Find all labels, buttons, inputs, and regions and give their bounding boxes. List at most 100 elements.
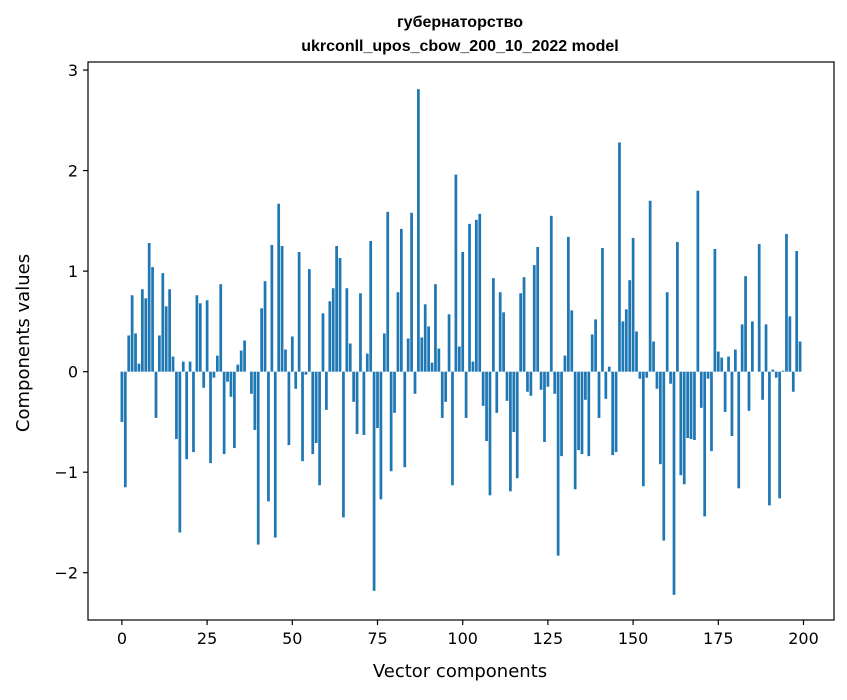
bar (420, 337, 423, 371)
bar (761, 372, 764, 400)
bar (155, 372, 158, 418)
bar (311, 372, 314, 454)
bar (472, 362, 475, 372)
bar (444, 372, 447, 402)
bar (737, 372, 740, 489)
bar (744, 276, 747, 372)
bar (645, 372, 648, 378)
bar (199, 303, 202, 371)
bar (475, 220, 478, 372)
bar (652, 342, 655, 372)
bar (335, 246, 338, 372)
bar (253, 372, 256, 430)
bar (707, 372, 710, 379)
bar (574, 372, 577, 490)
bar (284, 350, 287, 372)
bar (499, 292, 502, 371)
bar (349, 344, 352, 372)
bar (223, 372, 226, 454)
bar (437, 349, 440, 372)
bar (799, 342, 802, 372)
bar (230, 372, 233, 397)
bar (240, 351, 243, 372)
bar (519, 293, 522, 371)
bar (512, 372, 515, 432)
bar (148, 243, 151, 372)
bar (175, 372, 178, 439)
bar (182, 362, 185, 372)
bar (625, 309, 628, 371)
bar (189, 362, 192, 372)
bar (352, 372, 355, 402)
bar (216, 356, 219, 372)
bar (441, 372, 444, 418)
bar (506, 372, 509, 401)
bar (274, 372, 277, 538)
bar (564, 356, 567, 372)
bar (683, 372, 686, 485)
bar (734, 350, 737, 372)
bar (151, 267, 154, 372)
x-tick-label: 150 (618, 629, 649, 648)
bar (359, 293, 362, 371)
chart-title: губернаторство (397, 14, 523, 31)
bar (536, 247, 539, 372)
bar (219, 284, 222, 371)
bar (213, 372, 216, 378)
bar (288, 372, 291, 445)
x-axis-label: Vector components (373, 661, 547, 682)
bar (267, 372, 270, 502)
x-tick-label: 100 (447, 629, 478, 648)
x-tick-label: 125 (533, 629, 564, 648)
bar (431, 363, 434, 372)
bar (594, 319, 597, 371)
bar (533, 265, 536, 372)
bar (771, 370, 774, 372)
bar (540, 372, 543, 390)
bar (192, 372, 195, 452)
bar (768, 372, 771, 506)
bar (639, 372, 642, 379)
bar (703, 372, 706, 517)
bar (250, 372, 253, 394)
bar (131, 295, 134, 371)
bar (458, 347, 461, 372)
bar (656, 372, 659, 389)
bar (560, 372, 563, 456)
x-tick-label: 50 (282, 629, 302, 648)
y-tick-label: 0 (68, 363, 78, 382)
bar (363, 372, 366, 435)
bar (397, 292, 400, 371)
bar (178, 372, 181, 533)
bar (720, 358, 723, 372)
bar (233, 372, 236, 448)
bar (509, 372, 512, 492)
bar (598, 372, 601, 418)
bar (489, 372, 492, 496)
bar (127, 335, 130, 371)
bar (209, 372, 212, 463)
bar (260, 308, 263, 371)
x-tick-label: 200 (788, 629, 819, 648)
bar (492, 278, 495, 372)
bar (465, 372, 468, 418)
bar (373, 372, 376, 591)
bar (693, 372, 696, 440)
bar (461, 252, 464, 372)
bar (557, 372, 560, 556)
bar (567, 237, 570, 372)
bar (468, 224, 471, 372)
bar (121, 372, 124, 422)
bar (662, 372, 665, 541)
bar (427, 326, 430, 371)
bar (124, 372, 127, 488)
bar (553, 372, 556, 394)
bar (339, 258, 342, 372)
bar (134, 333, 137, 371)
bar (386, 212, 389, 372)
bar (257, 372, 260, 545)
bar (294, 372, 297, 389)
bar (765, 324, 768, 371)
